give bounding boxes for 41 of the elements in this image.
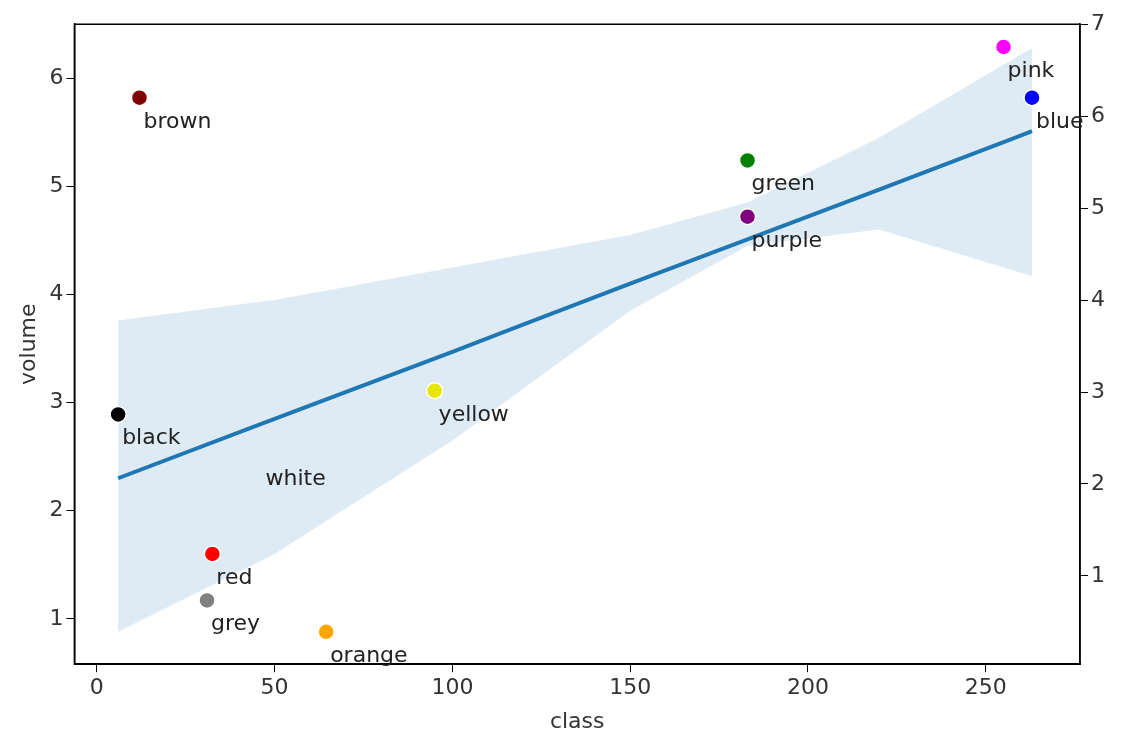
point [425, 381, 444, 400]
annotation: white [265, 465, 326, 490]
point [198, 591, 216, 610]
x-tick-label: 0 [89, 674, 104, 700]
y2-tick-label: 5 [1091, 193, 1105, 219]
point [109, 405, 127, 424]
x-tick-label: 250 [964, 674, 1007, 700]
y-axis-title: volume [14, 303, 40, 385]
annotation: green [751, 170, 816, 196]
y-tick-label: 4 [49, 280, 64, 306]
y2-tick-label: 1 [1091, 561, 1105, 587]
y2-tick-label: 6 [1091, 101, 1105, 127]
x-tick-label: 200 [786, 674, 829, 700]
point [1023, 88, 1041, 107]
point [130, 88, 149, 107]
x-axis-title: class [549, 707, 605, 733]
point [203, 545, 222, 563]
y-tick-label: 1 [49, 604, 64, 630]
annotation: brown [143, 107, 212, 133]
y2-tick-label: 4 [1091, 285, 1105, 311]
y2-tick-label: 3 [1091, 377, 1105, 403]
point [317, 623, 335, 641]
point [738, 207, 757, 226]
x-tick-label: 100 [431, 674, 474, 700]
annotation: grey [211, 610, 261, 636]
y-tick-label: 5 [49, 172, 64, 198]
y-tick-label: 3 [49, 388, 64, 414]
point [738, 151, 757, 170]
x-tick-label: 50 [260, 674, 289, 700]
y-tick-label: 6 [49, 63, 64, 89]
y2-tick-label: 2 [1091, 469, 1105, 495]
point [994, 38, 1013, 56]
annotation: red [216, 563, 253, 589]
annotation: pink [1007, 56, 1055, 82]
y2-tick-label: 7 [1091, 9, 1105, 35]
annotation: orange [330, 641, 408, 667]
annotation: purple [751, 226, 823, 252]
x-tick-label: 150 [609, 674, 652, 700]
annotation: yellow [438, 400, 509, 426]
y-tick-label: 2 [49, 496, 64, 522]
annotation: black [122, 424, 181, 450]
